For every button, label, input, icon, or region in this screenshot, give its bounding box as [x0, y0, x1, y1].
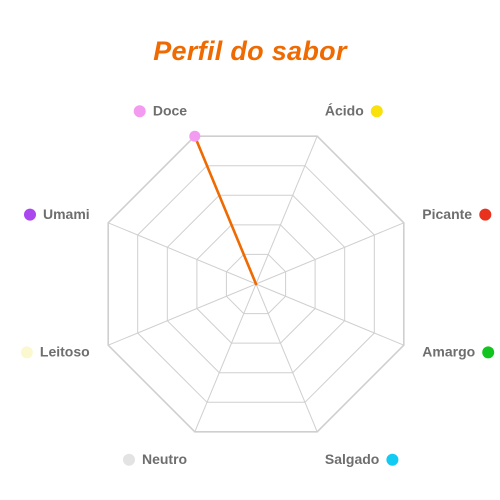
legend-dot [20, 346, 33, 359]
axis-label-group: Neutro [123, 451, 187, 467]
axis-label-group: Amargo [422, 344, 495, 360]
radar-spoke [194, 283, 257, 432]
axis-label: Amargo [422, 344, 475, 360]
legend-dot [370, 105, 383, 118]
chart-title: Perfil do sabor [153, 36, 347, 66]
axis-label-group: Ácido [325, 102, 383, 118]
radar-spoke [255, 136, 318, 285]
radar-series-shape [193, 134, 258, 286]
axis-label: Neutro [142, 451, 187, 467]
axis-label-group: Leitoso [20, 344, 90, 360]
axis-label-group: Picante [422, 206, 492, 222]
radar-spoke [255, 222, 404, 285]
legend-dot [133, 105, 146, 118]
radar-axis-labels: Doce Ácido Picante Amargo Salgado Neutro Leito… [20, 102, 495, 467]
radar-spoke [255, 283, 404, 346]
radar-series [189, 130, 258, 286]
radar-spoke [255, 283, 318, 432]
axis-label-group: Salgado [325, 451, 399, 467]
legend-dot [24, 208, 36, 221]
axis-label-group: Umami [24, 206, 90, 222]
legend-dot [123, 453, 135, 466]
radar-spoke [108, 222, 257, 285]
radar-grid [107, 135, 405, 433]
radar-point [189, 130, 201, 142]
axis-label: Ácido [325, 102, 364, 118]
axis-label: Picante [422, 206, 472, 222]
axis-label: Umami [43, 206, 90, 222]
radar-spoke [108, 283, 257, 346]
legend-dot [386, 453, 399, 466]
legend-dot [479, 208, 492, 221]
axis-label: Doce [153, 102, 187, 118]
axis-label: Salgado [325, 451, 379, 467]
legend-dot [482, 346, 495, 359]
axis-label-group: Doce [133, 102, 187, 118]
axis-label: Leitoso [40, 344, 90, 360]
